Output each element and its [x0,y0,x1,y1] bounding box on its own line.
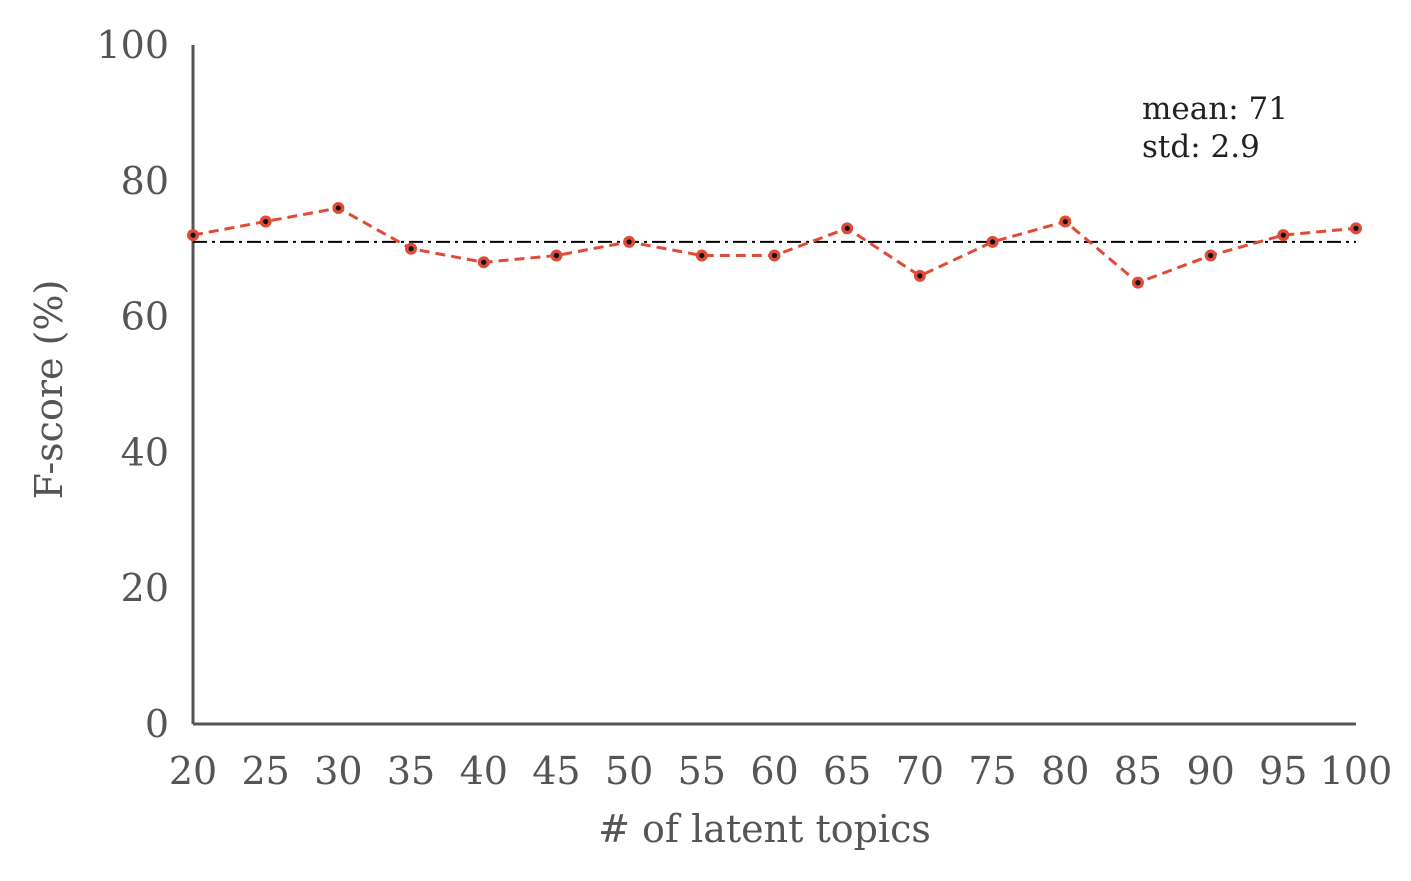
x-tick-label: 50 [605,749,653,793]
x-axis-title: # of latent topics [598,807,931,851]
x-tick-label: 85 [1114,749,1162,793]
data-point [695,249,708,262]
data-point-center [626,239,632,245]
x-tick-label: 45 [532,749,580,793]
x-tick-label: 75 [968,749,1016,793]
data-markers [187,201,1362,289]
x-tick-label: 90 [1186,749,1234,793]
data-point-center [481,259,487,265]
data-point-center [263,218,269,225]
x-tick-label: 20 [169,749,217,793]
x-tick-label: 65 [823,749,871,793]
data-point [550,249,563,262]
data-point-center [1353,225,1359,231]
data-point-center [1280,232,1286,238]
y-tick-label: 100 [96,23,169,67]
x-tick-label: 80 [1041,749,1089,793]
x-tick-label: 25 [242,749,290,793]
data-point [1277,229,1290,242]
annotation-mean: mean: 71 [1142,91,1288,127]
y-tick-label: 80 [121,159,169,203]
y-tick-label: 60 [121,295,169,339]
data-point-center [771,252,778,259]
data-point [1204,249,1217,262]
x-tick-label: 100 [1320,749,1393,793]
data-point [623,235,636,248]
y-tick-label: 20 [121,566,169,610]
data-point-center [989,239,996,245]
data-point-center [408,246,414,252]
data-point [768,249,781,262]
y-tick-labels: 0 20 40 60 80 100 [96,23,169,746]
data-point [841,222,854,235]
x-tick-label: 40 [460,749,508,793]
data-point-center [699,252,705,259]
data-point-center [1062,218,1068,225]
data-point [1131,276,1144,289]
data-point [187,229,199,242]
x-tick-label: 95 [1259,749,1307,793]
data-point-center [1208,252,1214,259]
y-axis-title: F-score (%) [27,280,71,500]
x-tick-labels: 20 25 30 35 40 45 50 55 60 65 70 75 80 85 90 95 100 [169,749,1392,793]
data-point-center [553,252,560,259]
data-point [1059,215,1072,228]
data-point-center [1135,280,1141,286]
x-tick-label: 70 [896,749,944,793]
data-point [405,242,418,255]
data-point [986,235,999,248]
x-tick-label: 35 [387,749,435,793]
y-tick-label: 40 [121,430,169,474]
data-point [1350,222,1362,235]
data-point-center [190,232,196,238]
series-line [192,206,1357,285]
annotation-std: std: 2.9 [1142,129,1260,165]
data-point [913,269,926,282]
data-point [477,256,490,269]
data-point [332,201,345,214]
data-point [259,215,272,228]
y-tick-label: 0 [145,702,169,746]
data-point-center [917,273,923,279]
data-point-center [335,205,341,211]
data-point-center [844,225,850,231]
x-tick-label: 55 [678,749,726,793]
x-tick-label: 60 [750,749,798,793]
x-tick-label: 30 [314,749,362,793]
